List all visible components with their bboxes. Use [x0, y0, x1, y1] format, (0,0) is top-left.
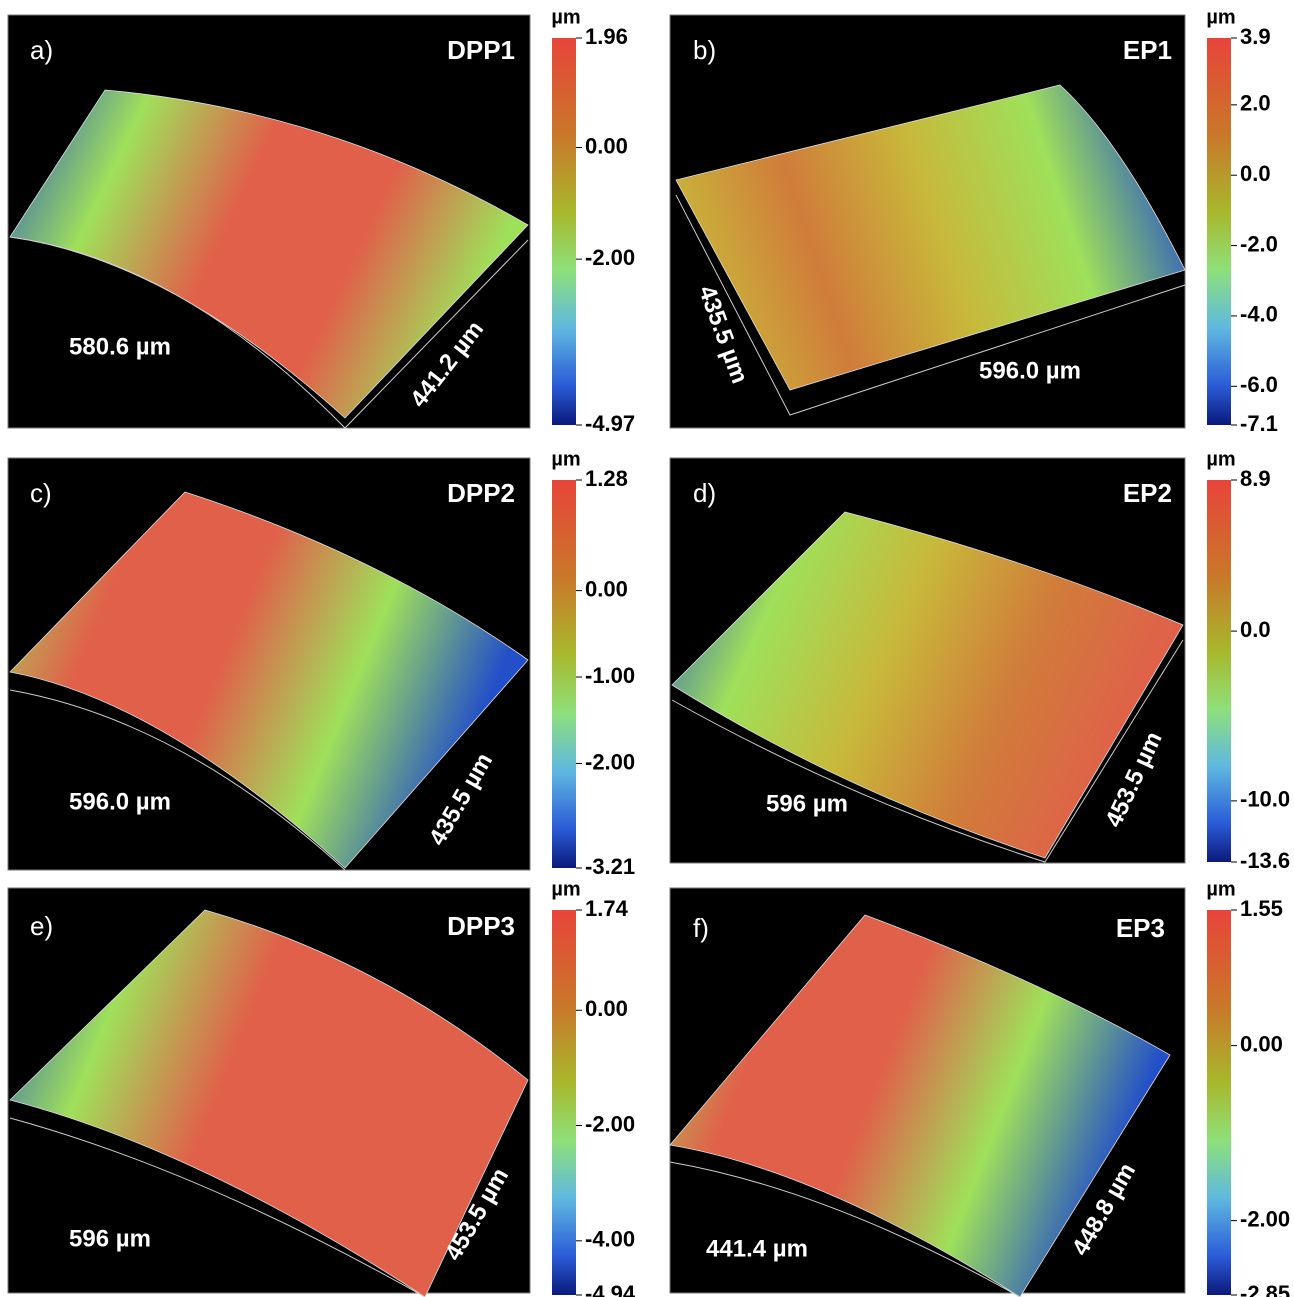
panel-label: e) — [30, 911, 53, 941]
unit-label: µm — [551, 878, 580, 900]
scale-label: 8.9 — [1240, 466, 1271, 491]
unit-label: µm — [1206, 878, 1235, 900]
scale-label: -1.00 — [585, 663, 635, 688]
color-bar — [552, 38, 576, 425]
dimension-label: 596 µm — [69, 1225, 151, 1252]
color-bar — [1207, 480, 1231, 862]
color-bar — [1207, 38, 1231, 425]
page: a)DPP1580.6 µm441.2 µmµm1.960.00-2.00-4.… — [0, 0, 1294, 1297]
color-bar — [1207, 910, 1231, 1295]
unit-label: µm — [1206, 6, 1235, 28]
dimension-label: 596 µm — [766, 790, 848, 817]
panel-name: EP1 — [1123, 35, 1172, 65]
dimension-label: 596.0 µm — [69, 788, 171, 815]
scale-label: 0.00 — [1240, 1031, 1283, 1056]
scale-label: 0.00 — [585, 996, 628, 1021]
color-bar — [552, 910, 576, 1295]
scale-label: 0.00 — [585, 133, 628, 158]
panel-label: f) — [693, 913, 709, 943]
scale-label: 0.0 — [1240, 161, 1271, 186]
scale-label: -2.00 — [585, 1111, 635, 1136]
scale-label: -4.94 — [585, 1281, 636, 1297]
scale-label: -2.0 — [1240, 231, 1278, 256]
scale-label: -2.00 — [1240, 1206, 1290, 1231]
panel-name: DPP2 — [447, 478, 515, 508]
scale-label: 0.00 — [585, 576, 628, 601]
panel-name: DPP3 — [447, 911, 515, 941]
figure: a)DPP1580.6 µm441.2 µmµm1.960.00-2.00-4.… — [0, 0, 1294, 1297]
scale-label: 1.96 — [585, 24, 628, 49]
panel-name: EP3 — [1116, 913, 1165, 943]
unit-label: µm — [551, 448, 580, 470]
scale-label: 1.28 — [585, 466, 628, 491]
panel-name: EP2 — [1123, 478, 1172, 508]
color-bar — [552, 480, 576, 868]
unit-label: µm — [551, 6, 580, 28]
scale-label: -2.00 — [585, 749, 635, 774]
scale-label: -2.85 — [1240, 1281, 1290, 1297]
panel-label: b) — [693, 35, 716, 65]
dimension-label: 441.4 µm — [706, 1235, 808, 1262]
scale-label: -2.00 — [585, 245, 635, 270]
scale-label: -7.1 — [1240, 411, 1278, 436]
unit-label: µm — [1206, 448, 1235, 470]
scale-label: -6.0 — [1240, 372, 1278, 397]
scale-label: -4.97 — [585, 411, 635, 436]
scale-label: 1.74 — [585, 896, 629, 921]
scale-label: -3.21 — [585, 854, 635, 879]
scale-label: -10.0 — [1240, 787, 1290, 812]
scale-label: 1.55 — [1240, 896, 1283, 921]
scale-label: -13.6 — [1240, 848, 1290, 873]
dimension-label: 580.6 µm — [69, 333, 171, 360]
panel-label: c) — [30, 478, 52, 508]
scale-label: -4.0 — [1240, 302, 1278, 327]
panel-label: d) — [693, 478, 716, 508]
scale-label: 3.9 — [1240, 24, 1271, 49]
dimension-label: 596.0 µm — [979, 357, 1081, 384]
scale-label: 0.0 — [1240, 617, 1271, 642]
panel-name: DPP1 — [447, 35, 515, 65]
scale-label: 2.0 — [1240, 91, 1271, 116]
scale-label: -4.00 — [585, 1227, 635, 1252]
panel-label: a) — [30, 35, 53, 65]
